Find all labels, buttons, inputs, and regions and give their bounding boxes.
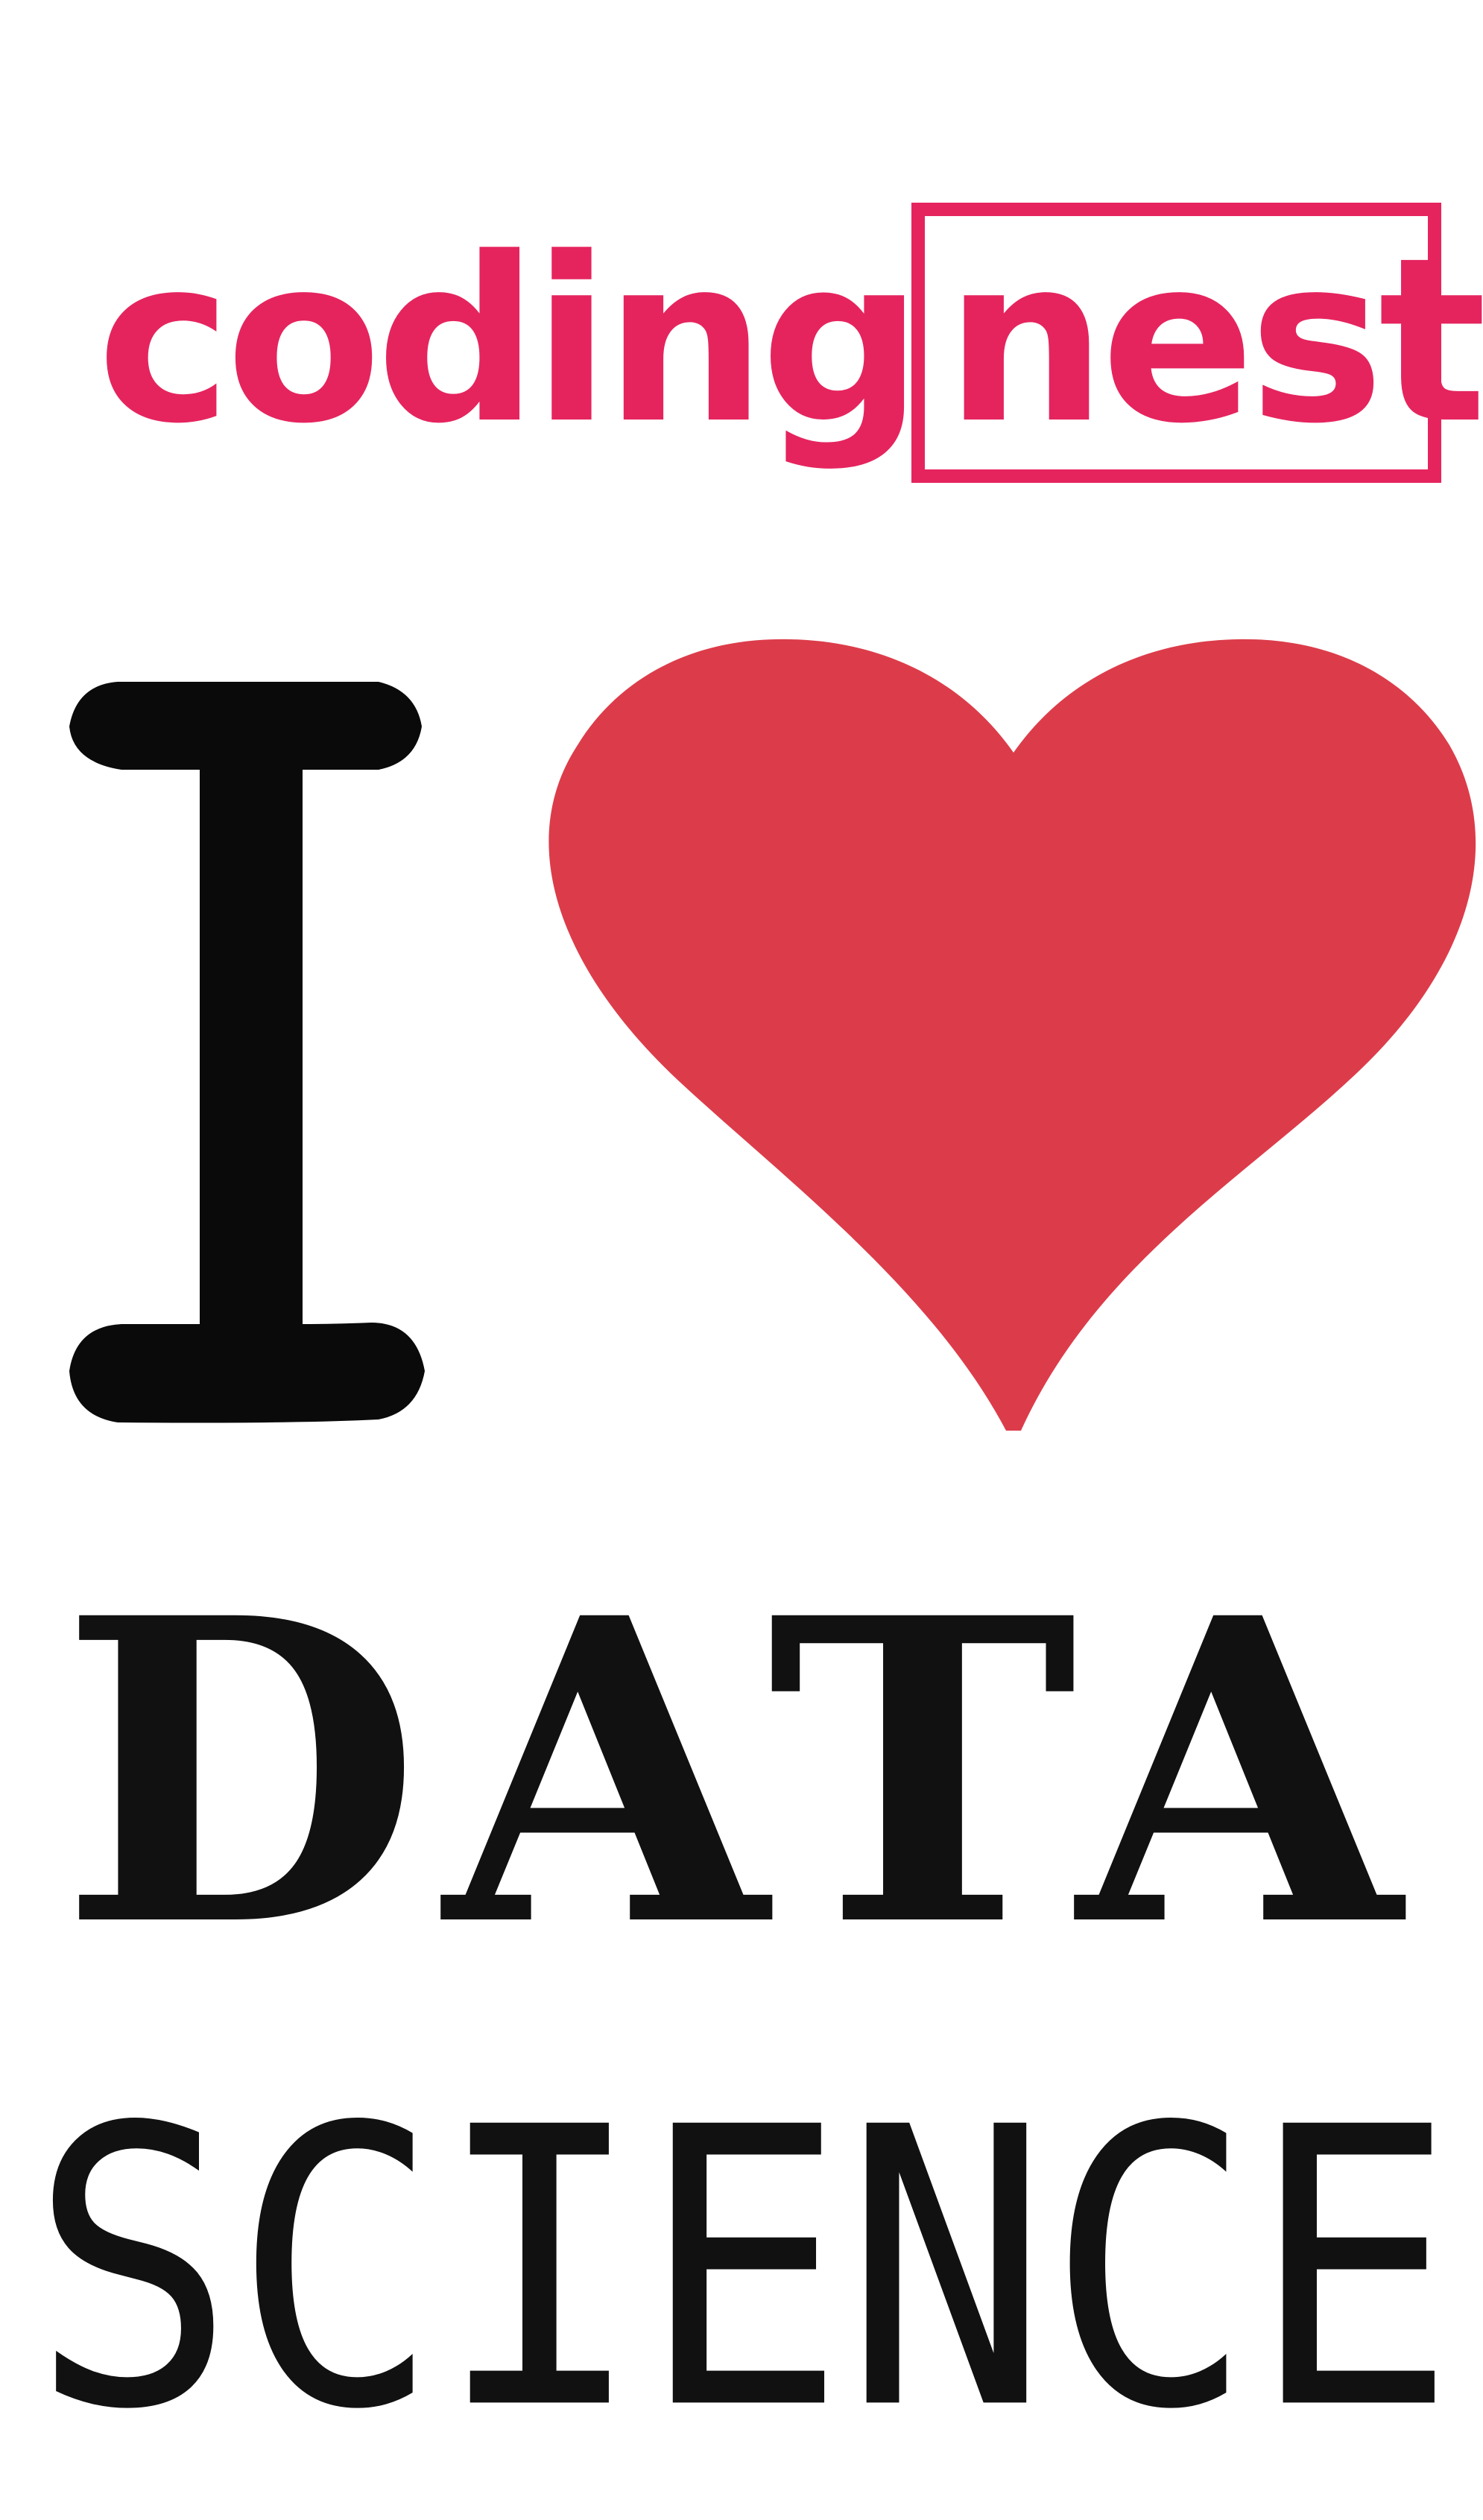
logo-suffix-text: nest — [945, 209, 1483, 473]
headline-data: DATA — [59, 1528, 1424, 2019]
letter-i-glyph: I — [69, 682, 425, 1423]
headline-science: SCIENCE — [29, 2047, 1457, 2494]
codingnest-logo: coding nest — [89, 194, 1483, 492]
logo-frame — [911, 203, 1441, 483]
logo-prefix-text: coding — [97, 209, 923, 473]
heart-icon — [548, 639, 1476, 1431]
